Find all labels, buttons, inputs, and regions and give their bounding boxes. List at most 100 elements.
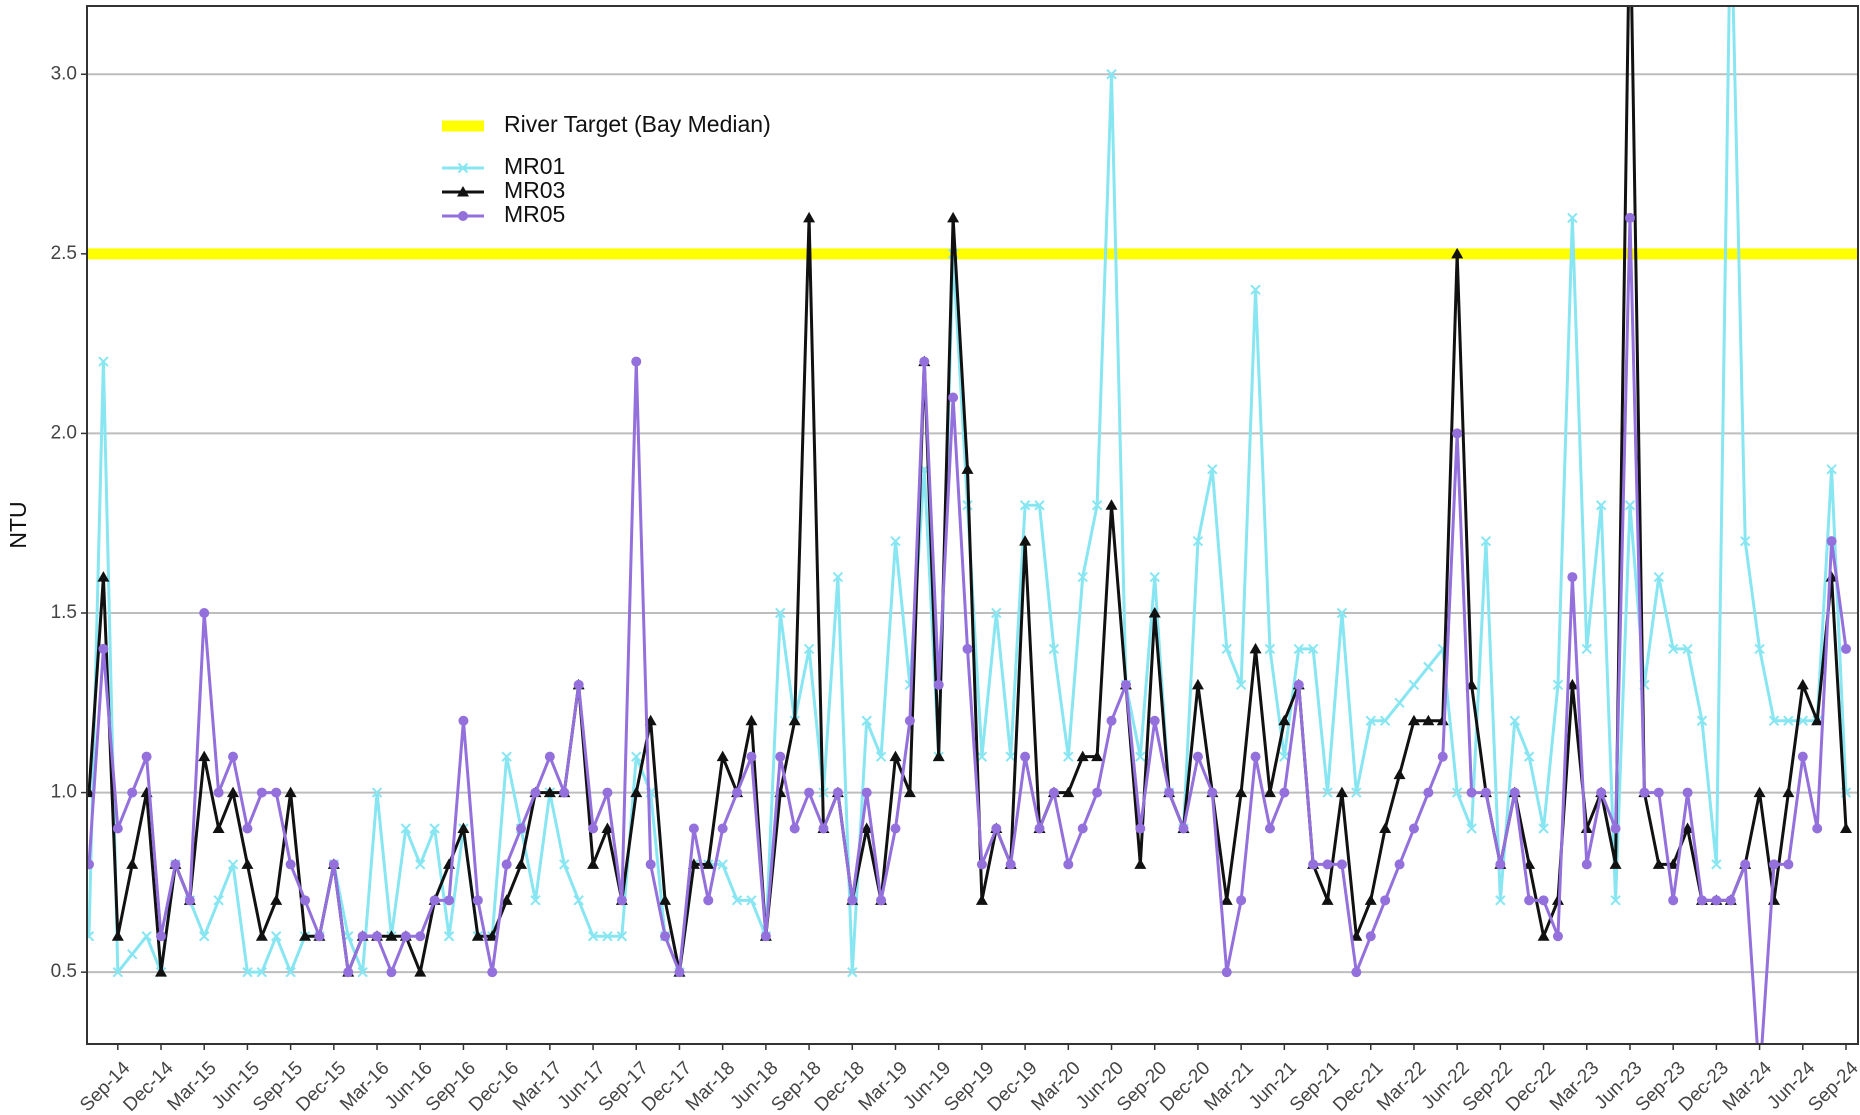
data-point <box>889 750 902 762</box>
data-point <box>155 966 168 977</box>
data-point <box>1523 858 1536 869</box>
data-point <box>213 895 224 906</box>
data-point <box>860 822 873 833</box>
data-point <box>1192 535 1204 547</box>
x-tick-label: Mar-22 <box>1373 1058 1430 1115</box>
data-point <box>1105 499 1118 510</box>
data-point <box>271 787 282 798</box>
data-point <box>1596 787 1607 798</box>
data-point <box>587 931 599 942</box>
data-point <box>501 751 512 762</box>
data-point <box>314 931 325 942</box>
data-point <box>1106 69 1117 80</box>
data-point <box>111 930 124 941</box>
data-point <box>530 787 541 798</box>
data-point <box>170 859 181 870</box>
data-point <box>1279 787 1290 798</box>
data-point <box>141 751 152 762</box>
plot-frame <box>86 5 1859 1045</box>
data-point <box>932 750 945 762</box>
data-point <box>184 895 195 906</box>
data-point <box>1682 787 1693 798</box>
data-point <box>271 931 282 942</box>
data-point <box>444 895 455 906</box>
data-point <box>1293 679 1304 690</box>
data-point <box>501 859 512 870</box>
legend-label: MR05 <box>504 201 565 227</box>
data-point <box>357 966 368 978</box>
data-point <box>688 823 699 834</box>
data-point <box>126 858 139 869</box>
data-point <box>285 859 296 870</box>
data-point <box>1739 535 1751 547</box>
data-point <box>1667 858 1680 869</box>
legend-label: MR03 <box>504 177 565 203</box>
data-point <box>645 859 656 870</box>
data-point <box>98 356 109 367</box>
data-point <box>1552 931 1563 942</box>
x-tick-label: Mar-17 <box>509 1058 566 1115</box>
data-point <box>1048 643 1060 655</box>
data-point <box>1509 787 1520 798</box>
data-point <box>1220 894 1233 905</box>
data-point <box>1423 787 1434 798</box>
data-point <box>1567 572 1578 583</box>
data-point <box>630 786 643 798</box>
data-point <box>1250 751 1261 762</box>
data-point <box>543 786 556 798</box>
data-point <box>1782 786 1795 798</box>
x-tick-label: Mar-16 <box>336 1058 393 1115</box>
data-point <box>1408 823 1419 834</box>
data-point <box>1768 715 1780 726</box>
data-point <box>1135 823 1146 834</box>
data-point <box>544 751 555 762</box>
data-point <box>1783 715 1794 726</box>
data-point <box>933 679 944 690</box>
data-point <box>415 931 426 942</box>
data-point <box>1509 715 1520 726</box>
data-point <box>1335 786 1348 798</box>
data-point <box>242 966 253 978</box>
data-point <box>328 859 339 870</box>
data-point <box>1221 967 1232 978</box>
data-point <box>1063 859 1074 870</box>
data-point <box>1235 786 1248 798</box>
data-point <box>228 751 239 762</box>
data-point <box>975 894 988 905</box>
data-point <box>1350 930 1363 941</box>
data-point <box>472 895 483 906</box>
data-point <box>631 751 642 762</box>
legend-marker <box>458 211 468 221</box>
data-point <box>659 894 672 905</box>
data-point <box>199 931 210 942</box>
data-point <box>487 967 498 978</box>
x-tick-label: Mar-18 <box>682 1058 739 1115</box>
data-point <box>141 931 152 942</box>
data-point <box>1149 571 1160 583</box>
data-point <box>1365 931 1376 942</box>
data-point <box>1178 823 1189 834</box>
y-tick-label: 2.5 <box>51 243 77 264</box>
data-point <box>87 859 94 870</box>
data-point <box>775 607 786 619</box>
data-point <box>775 751 786 762</box>
data-point <box>602 787 613 798</box>
data-point <box>804 787 815 798</box>
data-point <box>343 967 354 978</box>
data-point <box>515 858 528 869</box>
data-point <box>457 822 470 833</box>
data-point <box>1062 786 1075 798</box>
data-point <box>1653 571 1664 583</box>
data-point <box>1796 678 1809 690</box>
data-point <box>414 966 427 977</box>
data-point <box>1207 787 1218 798</box>
data-point <box>1624 212 1635 223</box>
data-point <box>746 895 757 906</box>
data-point <box>213 787 224 798</box>
data-point <box>1524 895 1535 906</box>
data-point <box>199 607 210 618</box>
data-point <box>1394 859 1405 870</box>
data-point <box>1034 823 1045 834</box>
data-point <box>1307 643 1319 655</box>
